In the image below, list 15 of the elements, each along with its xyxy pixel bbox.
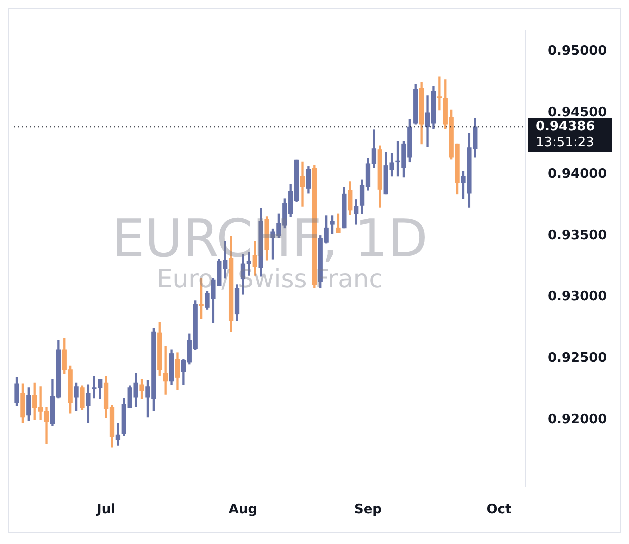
y-tick-label: 0.93000 <box>548 290 608 305</box>
ref-line-label: 0.94386 <box>536 119 596 134</box>
y-tick-label: 0.94000 <box>548 166 608 182</box>
candlestick <box>116 423 121 446</box>
x-tick-label: Jul <box>96 502 116 518</box>
y-tick-label: 0.93500 <box>548 228 608 244</box>
text: 13:51:23 <box>536 135 594 150</box>
y-tick-label: 0.92500 <box>548 351 608 366</box>
candlestick <box>437 76 442 111</box>
x-tick-label: Oct <box>486 502 512 518</box>
y-tick-label: 0.95000 <box>548 44 608 60</box>
y-tick-label: 0.94500 <box>548 105 608 120</box>
y-tick-label: 0.92000 <box>548 412 608 428</box>
x-tick-label: Aug <box>228 502 258 518</box>
x-tick-label: Sep <box>354 502 382 518</box>
